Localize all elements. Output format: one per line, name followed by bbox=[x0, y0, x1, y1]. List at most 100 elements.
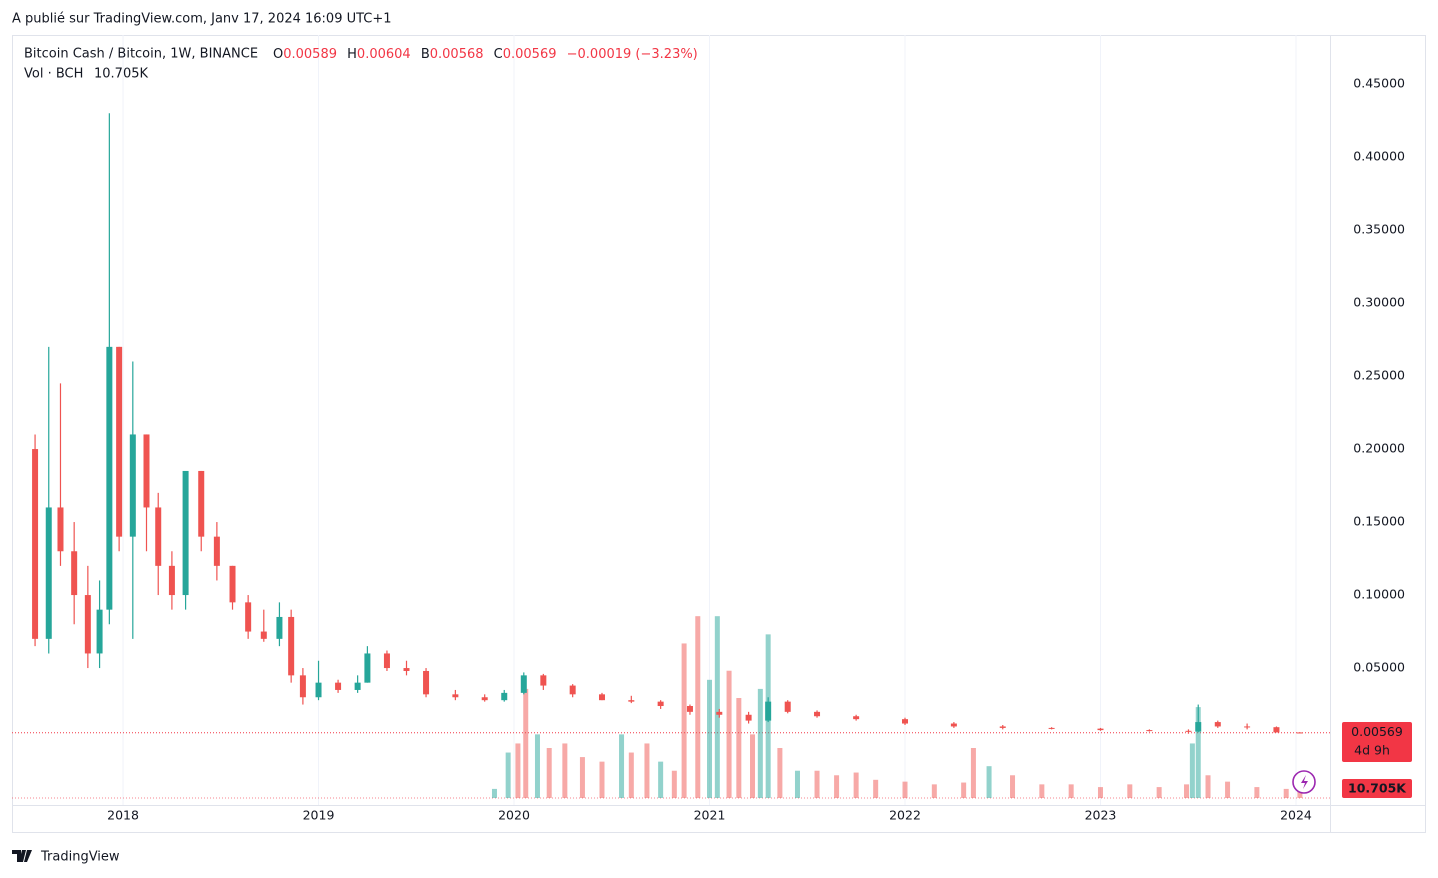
x-tick-label: 2018 bbox=[107, 808, 139, 823]
candle-body bbox=[198, 470, 205, 537]
candle-body bbox=[168, 565, 175, 596]
candle-body bbox=[1214, 722, 1221, 727]
volume-bar bbox=[931, 784, 937, 798]
y-tick-label: 0.20000 bbox=[1353, 441, 1405, 456]
candle-body bbox=[213, 536, 220, 566]
candle-body bbox=[784, 701, 791, 712]
volume-bar bbox=[671, 770, 677, 798]
volume-bar bbox=[523, 688, 529, 798]
candle-body bbox=[182, 470, 189, 596]
candle-body bbox=[229, 565, 236, 603]
volume-bar bbox=[579, 757, 585, 798]
candle-body bbox=[403, 668, 410, 671]
candle-body bbox=[260, 631, 267, 639]
footer-text: TradingView bbox=[40, 850, 120, 865]
vol-badge bbox=[1342, 779, 1412, 798]
volume-bar bbox=[546, 748, 552, 798]
candle-body bbox=[481, 697, 488, 701]
volume-bar bbox=[853, 772, 859, 798]
h-value: 0.00604 bbox=[357, 47, 411, 62]
volume-bar bbox=[1195, 707, 1201, 798]
y-tick-label: 0.30000 bbox=[1353, 295, 1405, 310]
volume-bar bbox=[1254, 787, 1260, 798]
volume-bar bbox=[658, 761, 664, 798]
volume-bar bbox=[515, 743, 521, 798]
volume-bar bbox=[707, 679, 713, 798]
candle-body bbox=[129, 434, 136, 537]
y-tick-label: 0.40000 bbox=[1353, 149, 1405, 164]
candle-body bbox=[716, 711, 723, 715]
y-tick-label: 0.45000 bbox=[1353, 76, 1405, 91]
candle-body bbox=[364, 653, 371, 683]
grid bbox=[12, 35, 1330, 805]
candle-body bbox=[96, 609, 103, 654]
candle-body bbox=[1244, 726, 1251, 728]
volume-bar bbox=[902, 781, 908, 798]
candle-body bbox=[520, 675, 527, 693]
candle-body bbox=[1273, 727, 1280, 733]
y-tick-label: 0.15000 bbox=[1353, 514, 1405, 529]
volume-bar bbox=[1205, 775, 1211, 798]
volume-bar bbox=[619, 734, 625, 798]
vol-name: Vol · BCH bbox=[24, 67, 83, 82]
candle-body bbox=[569, 685, 576, 695]
change: −0.00019 (−3.23%) bbox=[567, 47, 698, 62]
volume-bar bbox=[873, 779, 879, 798]
volume-bar bbox=[1068, 784, 1074, 798]
y-tick-label: 0.10000 bbox=[1353, 587, 1405, 602]
volume-bar bbox=[1297, 788, 1303, 798]
candle-body bbox=[1185, 730, 1192, 732]
x-tick-label: 2019 bbox=[303, 808, 335, 823]
volume-bar bbox=[714, 616, 720, 798]
volume-bar bbox=[814, 770, 820, 798]
volume-bar bbox=[1225, 781, 1231, 798]
volume-bar bbox=[794, 770, 800, 798]
candle-body bbox=[1097, 728, 1104, 731]
candle-body bbox=[423, 670, 430, 695]
y-tick-label: 0.35000 bbox=[1353, 222, 1405, 237]
candles bbox=[32, 113, 1303, 734]
volume-bar bbox=[834, 775, 840, 798]
h-label: H bbox=[347, 47, 357, 62]
x-tick-label: 2022 bbox=[889, 808, 921, 823]
volume-bar bbox=[1283, 788, 1289, 798]
volume-bar bbox=[628, 752, 634, 798]
logo-mark bbox=[12, 850, 32, 862]
c-label: C bbox=[494, 47, 503, 62]
candle-body bbox=[155, 507, 162, 566]
l-label: B bbox=[421, 47, 430, 62]
candle-body bbox=[299, 675, 306, 698]
candle-body bbox=[335, 682, 342, 690]
c-value: 0.00569 bbox=[503, 47, 557, 62]
legend-ohlc: O0.00589 H0.00604 B0.00568 C0.00569 −0.0… bbox=[273, 47, 698, 62]
footer-logo: TradingView bbox=[12, 850, 120, 865]
symbol: Bitcoin Cash / Bitcoin, 1W, BINANCE bbox=[24, 47, 258, 62]
volume-bar bbox=[1010, 775, 1016, 798]
price-badge bbox=[1342, 722, 1412, 762]
candle-body bbox=[745, 714, 752, 721]
candle-body bbox=[999, 726, 1006, 728]
volume-bar bbox=[961, 782, 967, 798]
y-tick-label: 0.25000 bbox=[1353, 368, 1405, 383]
volume-bar bbox=[777, 748, 783, 798]
volume-bar bbox=[750, 734, 756, 798]
volume-bar bbox=[681, 643, 687, 798]
published-note: A publié sur TradingView.com, Janv 17, 2… bbox=[12, 12, 392, 27]
candle-body bbox=[276, 616, 283, 639]
volume-bar bbox=[534, 734, 540, 798]
candle-body bbox=[71, 551, 78, 596]
volume-bar bbox=[1097, 787, 1103, 798]
candle-body bbox=[315, 682, 322, 698]
candle-body bbox=[354, 682, 361, 690]
x-tick-label: 2021 bbox=[694, 808, 726, 823]
volume-bar bbox=[644, 743, 650, 798]
candle-body bbox=[853, 716, 860, 720]
candle-body bbox=[106, 346, 113, 610]
candle-body bbox=[45, 507, 52, 639]
volume-bar bbox=[726, 670, 732, 798]
volume-bar bbox=[695, 616, 701, 798]
volume-bar bbox=[1184, 784, 1190, 798]
y-tick-label: 0.05000 bbox=[1353, 660, 1405, 675]
candle-body bbox=[383, 653, 390, 669]
x-tick-label: 2023 bbox=[1085, 808, 1117, 823]
